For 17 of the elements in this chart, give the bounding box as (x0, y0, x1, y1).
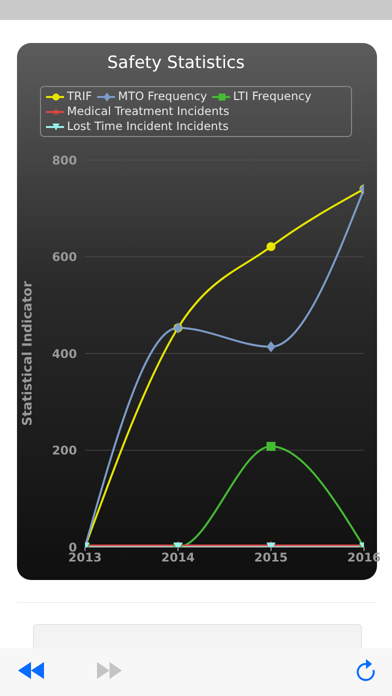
y-tick-label: 400 (52, 346, 77, 361)
y-tick-label: 600 (52, 250, 77, 264)
legend-label: MTO Frequency (117, 89, 208, 104)
point (266, 442, 276, 451)
x-tick-label: 2014 (161, 550, 195, 565)
y-axis-title: Statistical Indicator (20, 280, 36, 426)
legend-label: TRIF (66, 89, 92, 104)
chart-title: Safety Statistics (106, 53, 246, 73)
y-tick-label: 800 (52, 153, 77, 168)
point (266, 341, 276, 352)
legend-label: Lost Time Incident Incidents (66, 119, 229, 134)
y-tick-label: 200 (52, 444, 77, 458)
point (266, 242, 276, 252)
legend-label: Medical Treatment Incidents (66, 104, 230, 119)
x-tick-label: 2013 (68, 550, 102, 565)
x-tick-label: 2015 (254, 550, 288, 565)
legend-label: LTI Frequency (232, 89, 312, 104)
